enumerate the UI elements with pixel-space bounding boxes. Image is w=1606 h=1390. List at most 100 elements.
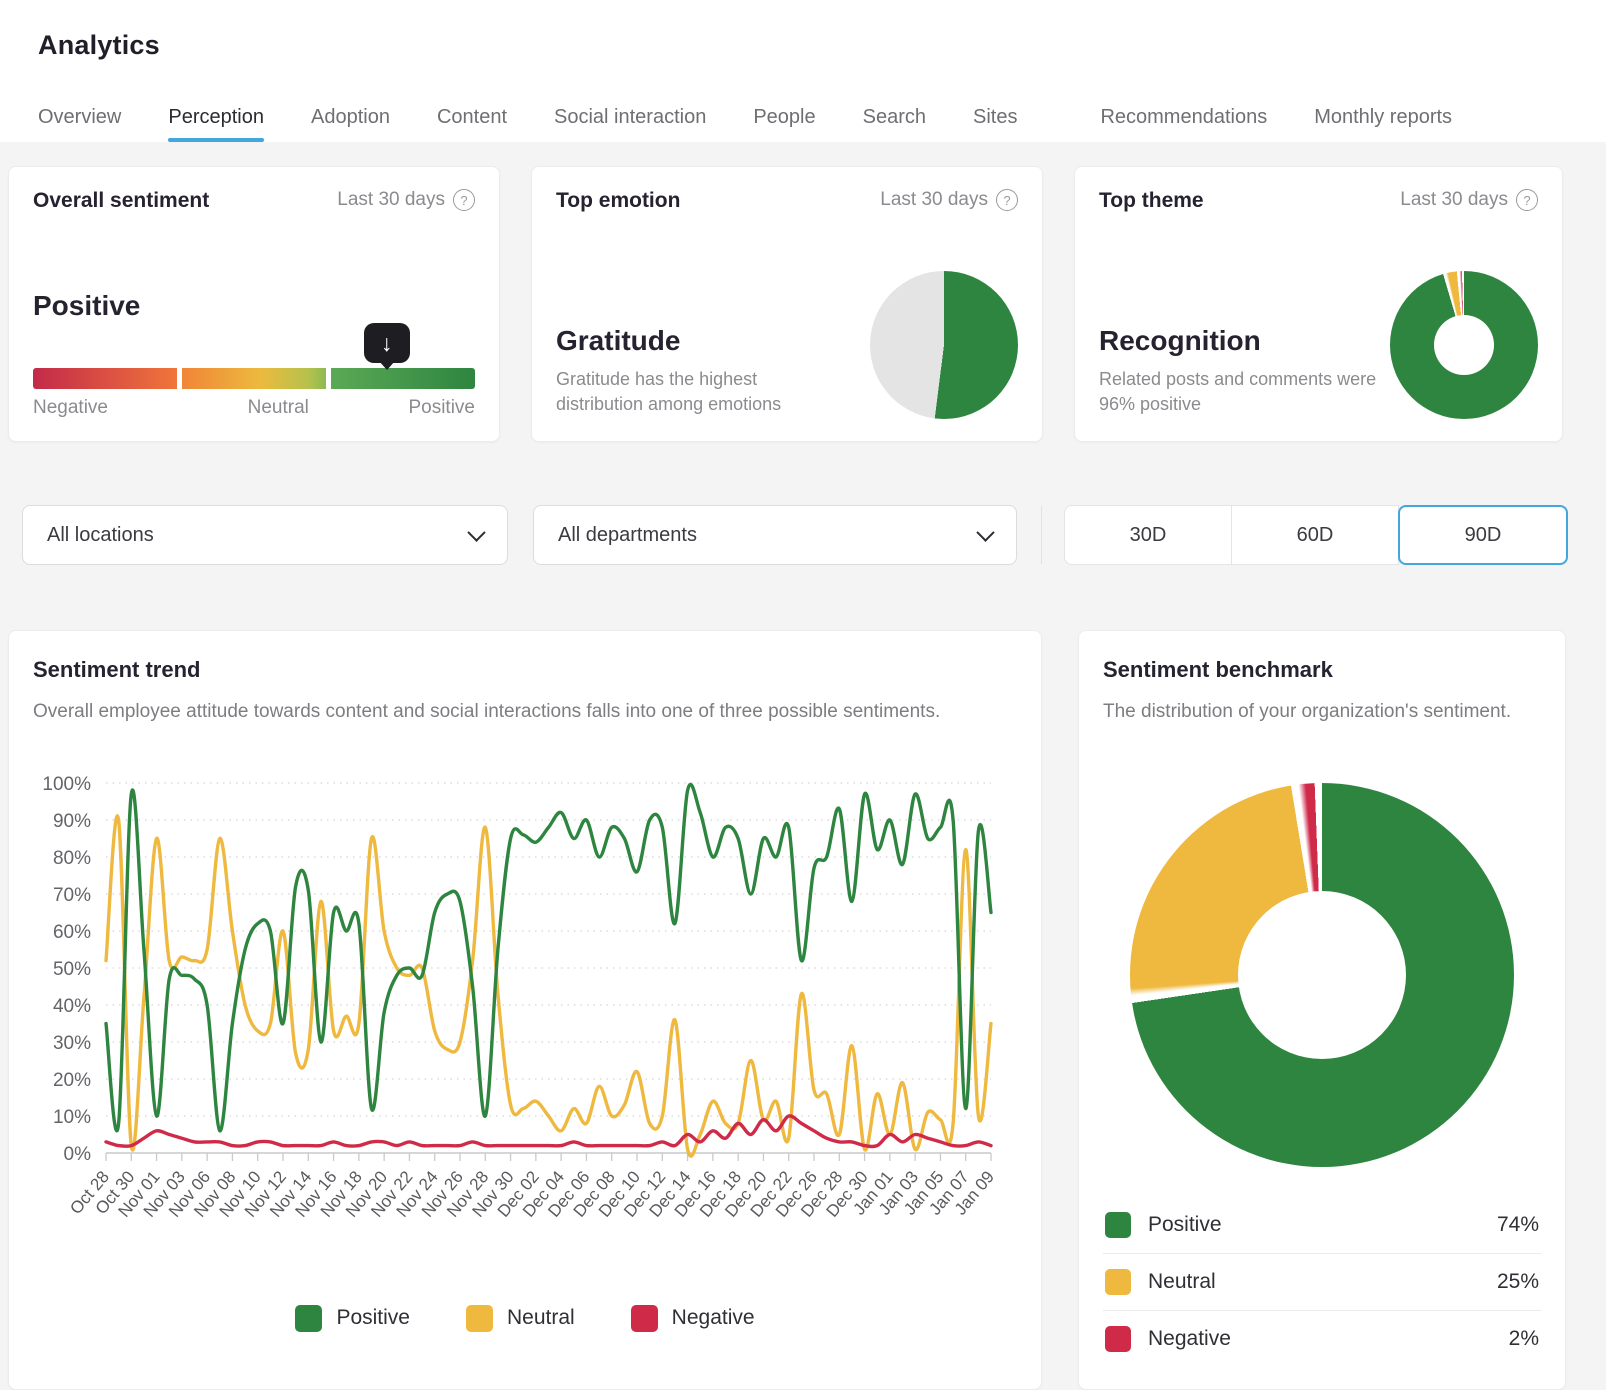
range-button-90d[interactable]: 90D (1398, 505, 1568, 565)
tab-adoption[interactable]: Adoption (311, 106, 390, 142)
benchmark-title: Sentiment benchmark (1103, 657, 1541, 683)
tab-overview[interactable]: Overview (38, 106, 121, 142)
tab-content[interactable]: Content (437, 106, 507, 142)
card-title: Top emotion (556, 189, 680, 213)
scale-label-negative: Negative (33, 397, 108, 419)
date-range-button-group: 30D60D90D (1064, 505, 1568, 565)
legend-label: Negative (1148, 1327, 1231, 1351)
top-theme-donut-chart (1390, 271, 1538, 419)
benchmark-subtitle: The distribution of your organization's … (1103, 699, 1541, 725)
help-icon[interactable]: ? (453, 189, 475, 211)
card-title: Overall sentiment (33, 189, 209, 213)
trend-title: Sentiment trend (33, 657, 1017, 683)
departments-select[interactable]: All departments (533, 505, 1017, 565)
legend-swatch (631, 1305, 658, 1332)
page-title: Analytics (38, 30, 1568, 61)
legend-swatch (466, 1305, 493, 1332)
svg-text:20%: 20% (53, 1070, 91, 1091)
scale-positive-segment (331, 368, 475, 389)
trend-line-negative (106, 1115, 991, 1146)
filters-row: All locations All departments 30D60D90D (22, 505, 1568, 565)
scale-negative-segment (33, 368, 177, 389)
tab-perception[interactable]: Perception (168, 106, 264, 142)
benchmark-legend: Positive 74% Neutral 25% Negative 2% (1103, 1197, 1541, 1367)
svg-text:60%: 60% (53, 922, 91, 943)
scale-neutral-segment (182, 368, 326, 389)
trend-legend-item-negative: Negative (631, 1305, 755, 1332)
legend-label: Neutral (507, 1306, 575, 1330)
svg-text:70%: 70% (53, 885, 91, 906)
svg-text:80%: 80% (53, 848, 91, 869)
period-text: Last 30 days (337, 189, 445, 211)
tab-people[interactable]: People (753, 106, 815, 142)
trend-legend-item-neutral: Neutral (466, 1305, 575, 1332)
tab-recommendations[interactable]: Recommendations (1100, 106, 1267, 142)
top-theme-description: Related posts and comments were 96% posi… (1099, 367, 1378, 417)
range-button-60d[interactable]: 60D (1231, 505, 1399, 565)
help-icon[interactable]: ? (1516, 189, 1538, 211)
sentiment-scale: ↓ Negative Neutral Positive (33, 368, 475, 419)
svg-text:100%: 100% (42, 774, 91, 795)
top-emotion-description: Gratitude has the highest distribution a… (556, 367, 846, 417)
top-theme-value: Recognition (1099, 325, 1378, 357)
legend-swatch (1105, 1212, 1131, 1238)
scale-label-neutral: Neutral (248, 397, 309, 419)
trend-subtitle: Overall employee attitude towards conten… (33, 699, 1017, 725)
legend-value: 2% (1509, 1327, 1539, 1351)
period-text: Last 30 days (1400, 189, 1508, 211)
top-bar: Analytics Overview Perception Adoption Cont… (0, 0, 1606, 142)
legend-value: 74% (1497, 1213, 1539, 1237)
legend-value: 25% (1497, 1270, 1539, 1294)
benchmark-donut-chart (1130, 783, 1514, 1167)
main-charts-row: Sentiment trend Overall employee attitud… (8, 630, 1568, 1390)
trend-chart-legend: Positive Neutral Negative (33, 1305, 1017, 1332)
sentiment-marker: ↓ (364, 323, 410, 363)
departments-select-value: All departments (558, 524, 697, 547)
period-label: Last 30 days ? (1400, 189, 1538, 211)
svg-text:30%: 30% (53, 1033, 91, 1054)
sentiment-benchmark-card: Sentiment benchmark The distribution of … (1078, 630, 1566, 1390)
kpi-cards-row: Overall sentiment Last 30 days ? Positiv… (8, 166, 1568, 442)
legend-label: Positive (1148, 1213, 1222, 1237)
top-emotion-pie-chart (870, 271, 1018, 419)
svg-text:50%: 50% (53, 959, 91, 980)
tab-sites[interactable]: Sites (973, 106, 1017, 142)
legend-label: Negative (672, 1306, 755, 1330)
locations-select[interactable]: All locations (22, 505, 508, 565)
locations-select-value: All locations (47, 524, 154, 547)
tab-monthly-reports[interactable]: Monthly reports (1314, 106, 1452, 142)
help-icon[interactable]: ? (996, 189, 1018, 211)
period-text: Last 30 days (880, 189, 988, 211)
svg-text:0%: 0% (64, 1144, 92, 1165)
tab-social-interaction[interactable]: Social interaction (554, 106, 706, 142)
legend-swatch (295, 1305, 322, 1332)
benchmark-legend-row-negative: Negative 2% (1103, 1311, 1541, 1367)
period-label: Last 30 days ? (880, 189, 1018, 211)
trend-legend-item-positive: Positive (295, 1305, 410, 1332)
benchmark-legend-row-neutral: Neutral 25% (1103, 1254, 1541, 1311)
top-emotion-value: Gratitude (556, 325, 858, 357)
overall-sentiment-value: Positive (33, 290, 475, 322)
tab-search[interactable]: Search (863, 106, 926, 142)
svg-text:10%: 10% (53, 1107, 91, 1128)
top-emotion-card: Top emotion Last 30 days ? Gratitude Gra… (531, 166, 1043, 442)
range-button-30d[interactable]: 30D (1064, 505, 1232, 565)
legend-swatch (1105, 1269, 1131, 1295)
svg-text:40%: 40% (53, 996, 91, 1017)
filters-divider (1041, 506, 1042, 564)
top-theme-card: Top theme Last 30 days ? Recognition Rel… (1074, 166, 1563, 442)
tab-bar: Overview Perception Adoption Content Social … (38, 106, 1606, 142)
legend-label: Positive (336, 1306, 410, 1330)
benchmark-legend-row-positive: Positive 74% (1103, 1197, 1541, 1254)
sentiment-trend-card: Sentiment trend Overall employee attitud… (8, 630, 1042, 1390)
overall-sentiment-card: Overall sentiment Last 30 days ? Positiv… (8, 166, 500, 442)
chevron-down-icon (976, 523, 994, 541)
svg-text:90%: 90% (53, 811, 91, 832)
legend-label: Neutral (1148, 1270, 1216, 1294)
chevron-down-icon (467, 523, 485, 541)
arrow-down-icon: ↓ (381, 332, 393, 355)
card-title: Top theme (1099, 189, 1204, 213)
legend-swatch (1105, 1326, 1131, 1352)
period-label: Last 30 days ? (337, 189, 475, 211)
scale-label-positive: Positive (408, 397, 475, 419)
